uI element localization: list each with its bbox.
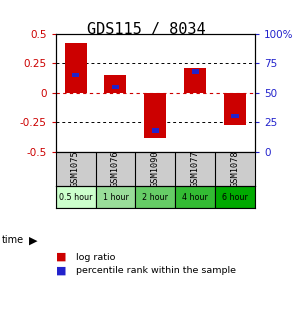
Bar — [215, 186, 255, 208]
Text: 4 hour: 4 hour — [182, 193, 208, 202]
Bar — [144, 93, 166, 138]
Bar — [135, 186, 175, 208]
Text: 6 hour: 6 hour — [222, 193, 248, 202]
Text: time: time — [1, 235, 24, 245]
Bar — [105, 75, 126, 93]
Text: 2 hour: 2 hour — [142, 193, 168, 202]
Text: GSM1076: GSM1076 — [111, 151, 120, 187]
Bar — [96, 186, 135, 208]
Bar — [152, 128, 159, 133]
Bar — [175, 186, 215, 208]
Text: GSM1077: GSM1077 — [191, 151, 200, 187]
Bar — [56, 186, 96, 208]
Bar — [65, 43, 86, 93]
Bar — [231, 114, 239, 118]
Text: GSM1078: GSM1078 — [231, 151, 239, 187]
Text: GDS115 / 8034: GDS115 / 8034 — [87, 22, 206, 37]
Text: GSM1090: GSM1090 — [151, 151, 160, 187]
Text: GSM1075: GSM1075 — [71, 151, 80, 187]
Text: ■: ■ — [56, 265, 66, 276]
Text: log ratio: log ratio — [76, 253, 115, 261]
Text: 0.5 hour: 0.5 hour — [59, 193, 92, 202]
Bar — [112, 85, 119, 89]
Bar — [224, 93, 246, 125]
Text: 1 hour: 1 hour — [103, 193, 128, 202]
Text: percentile rank within the sample: percentile rank within the sample — [76, 266, 236, 275]
Bar — [184, 68, 206, 93]
Bar — [72, 73, 79, 77]
Text: ▶: ▶ — [29, 235, 38, 245]
Bar — [192, 69, 199, 74]
Text: ■: ■ — [56, 252, 66, 262]
